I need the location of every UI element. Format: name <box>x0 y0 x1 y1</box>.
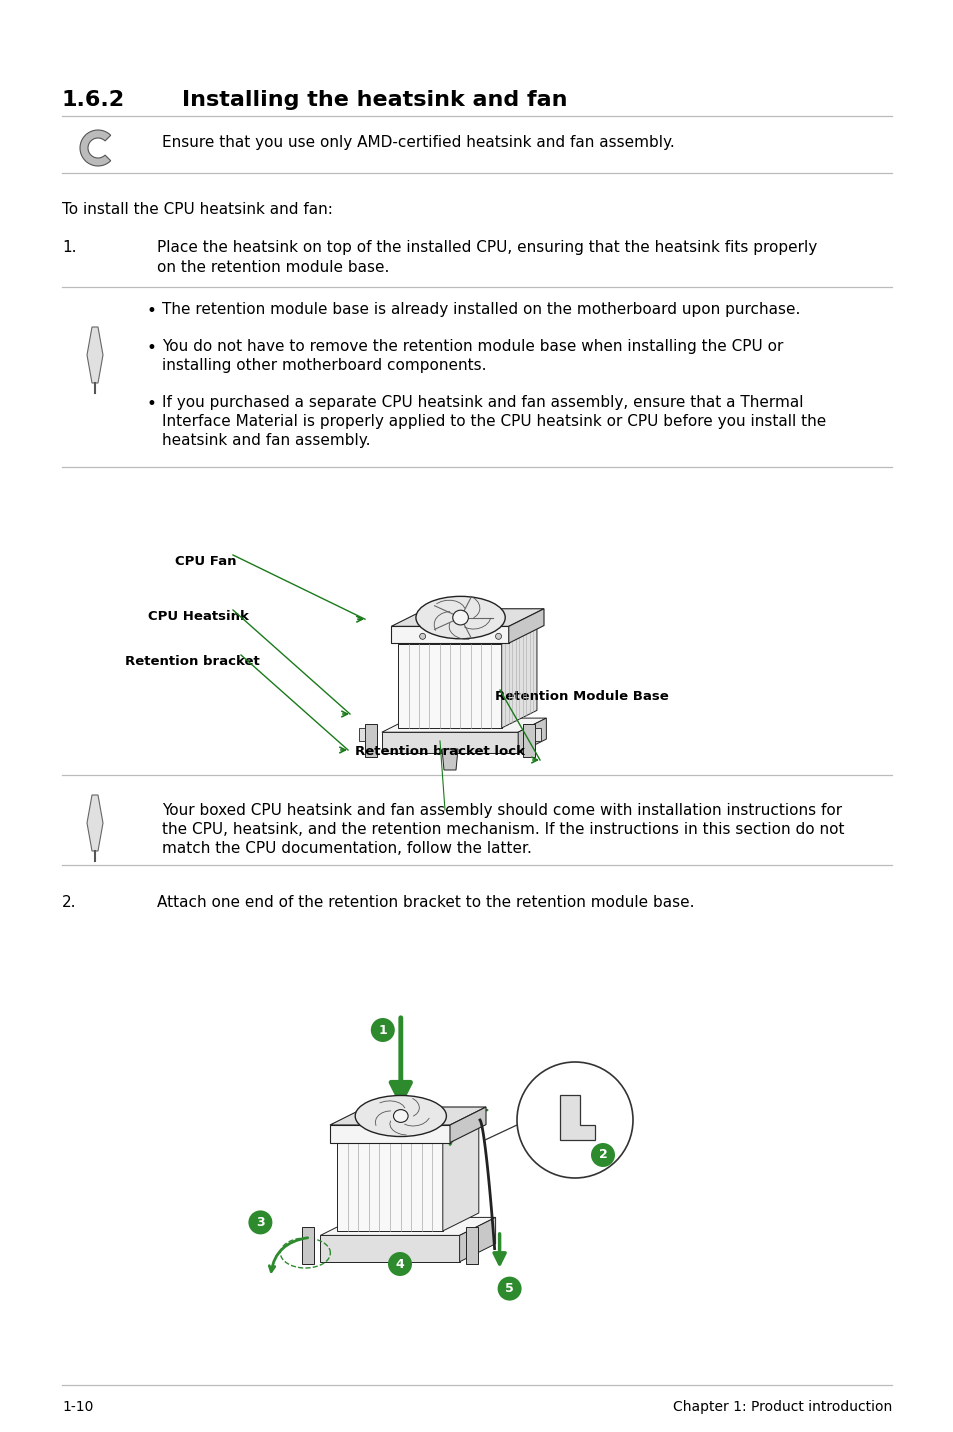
Ellipse shape <box>416 596 505 639</box>
Text: match the CPU documentation, follow the latter.: match the CPU documentation, follow the … <box>162 841 532 856</box>
Polygon shape <box>336 1126 478 1143</box>
Ellipse shape <box>393 1110 408 1123</box>
Polygon shape <box>391 609 543 626</box>
Text: To install the CPU heatsink and fan:: To install the CPU heatsink and fan: <box>62 202 333 218</box>
Polygon shape <box>87 795 103 851</box>
Text: •: • <box>147 339 156 357</box>
Polygon shape <box>330 1126 450 1143</box>
Text: 2: 2 <box>598 1148 607 1161</box>
Polygon shape <box>381 732 517 753</box>
Polygon shape <box>559 1095 595 1140</box>
Polygon shape <box>336 1143 442 1232</box>
Text: Installing the heatsink and fan: Installing the heatsink and fan <box>182 90 567 110</box>
Text: 1.: 1. <box>62 241 76 255</box>
Text: Retention bracket: Retention bracket <box>125 654 259 667</box>
Polygon shape <box>459 1217 495 1262</box>
Polygon shape <box>534 727 540 740</box>
Text: Chapter 1: Product introduction: Chapter 1: Product introduction <box>672 1400 891 1413</box>
Text: •: • <box>147 302 156 319</box>
Polygon shape <box>441 749 457 770</box>
Polygon shape <box>320 1217 495 1236</box>
Polygon shape <box>381 717 546 732</box>
Polygon shape <box>522 723 534 758</box>
Polygon shape <box>398 626 537 644</box>
Polygon shape <box>450 1107 485 1143</box>
Polygon shape <box>442 1126 478 1232</box>
Text: 5: 5 <box>505 1282 514 1295</box>
Polygon shape <box>501 626 537 727</box>
Polygon shape <box>365 723 377 758</box>
Text: heatsink and fan assembly.: heatsink and fan assembly. <box>162 432 370 448</box>
Text: the CPU, heatsink, and the retention mechanism. If the instructions in this sect: the CPU, heatsink, and the retention mec… <box>162 822 843 836</box>
Ellipse shape <box>355 1095 446 1137</box>
Circle shape <box>497 1276 521 1300</box>
Circle shape <box>248 1210 273 1234</box>
Text: installing other motherboard components.: installing other motherboard components. <box>162 358 486 372</box>
Text: 2.: 2. <box>62 895 76 909</box>
Text: Attach one end of the retention bracket to the retention module base.: Attach one end of the retention bracket … <box>157 895 694 909</box>
Text: Interface Material is properly applied to the CPU heatsink or CPU before you ins: Interface Material is properly applied t… <box>162 414 825 430</box>
Polygon shape <box>87 326 103 382</box>
Polygon shape <box>517 717 546 753</box>
Circle shape <box>419 633 425 639</box>
Text: CPU Heatsink: CPU Heatsink <box>148 610 249 623</box>
Text: Ensure that you use only AMD-certified heatsink and fan assembly.: Ensure that you use only AMD-certified h… <box>162 135 674 150</box>
Polygon shape <box>301 1227 314 1264</box>
Text: on the retention module base.: on the retention module base. <box>157 261 389 275</box>
Text: If you purchased a separate CPU heatsink and fan assembly, ensure that a Thermal: If you purchased a separate CPU heatsink… <box>162 395 802 410</box>
Circle shape <box>590 1143 615 1167</box>
Text: CPU Fan: CPU Fan <box>174 556 236 569</box>
Circle shape <box>371 1018 395 1042</box>
Polygon shape <box>391 626 508 643</box>
Text: Retention bracket lock: Retention bracket lock <box>355 745 524 758</box>
Polygon shape <box>398 644 501 727</box>
Text: The retention module base is already installed on the motherboard upon purchase.: The retention module base is already ins… <box>162 302 800 316</box>
Ellipse shape <box>453 610 468 624</box>
Text: 3: 3 <box>255 1216 264 1229</box>
Circle shape <box>517 1063 633 1179</box>
Text: 1: 1 <box>378 1024 387 1037</box>
Polygon shape <box>320 1236 459 1262</box>
Polygon shape <box>466 1227 477 1264</box>
Text: Your boxed CPU heatsink and fan assembly should come with installation instructi: Your boxed CPU heatsink and fan assembly… <box>162 803 841 818</box>
Polygon shape <box>330 1107 485 1126</box>
Polygon shape <box>508 609 543 643</box>
Polygon shape <box>80 130 111 166</box>
Polygon shape <box>359 727 365 740</box>
Circle shape <box>495 633 501 639</box>
Text: 1-10: 1-10 <box>62 1400 93 1413</box>
Text: 4: 4 <box>395 1257 404 1270</box>
Text: 1.6.2: 1.6.2 <box>62 90 125 110</box>
Text: Place the heatsink on top of the installed CPU, ensuring that the heatsink fits : Place the heatsink on top of the install… <box>157 241 817 255</box>
Text: Retention Module Base: Retention Module Base <box>495 690 668 703</box>
Text: You do not have to remove the retention module base when installing the CPU or: You do not have to remove the retention … <box>162 339 782 354</box>
Circle shape <box>388 1252 412 1276</box>
Text: •: • <box>147 395 156 412</box>
